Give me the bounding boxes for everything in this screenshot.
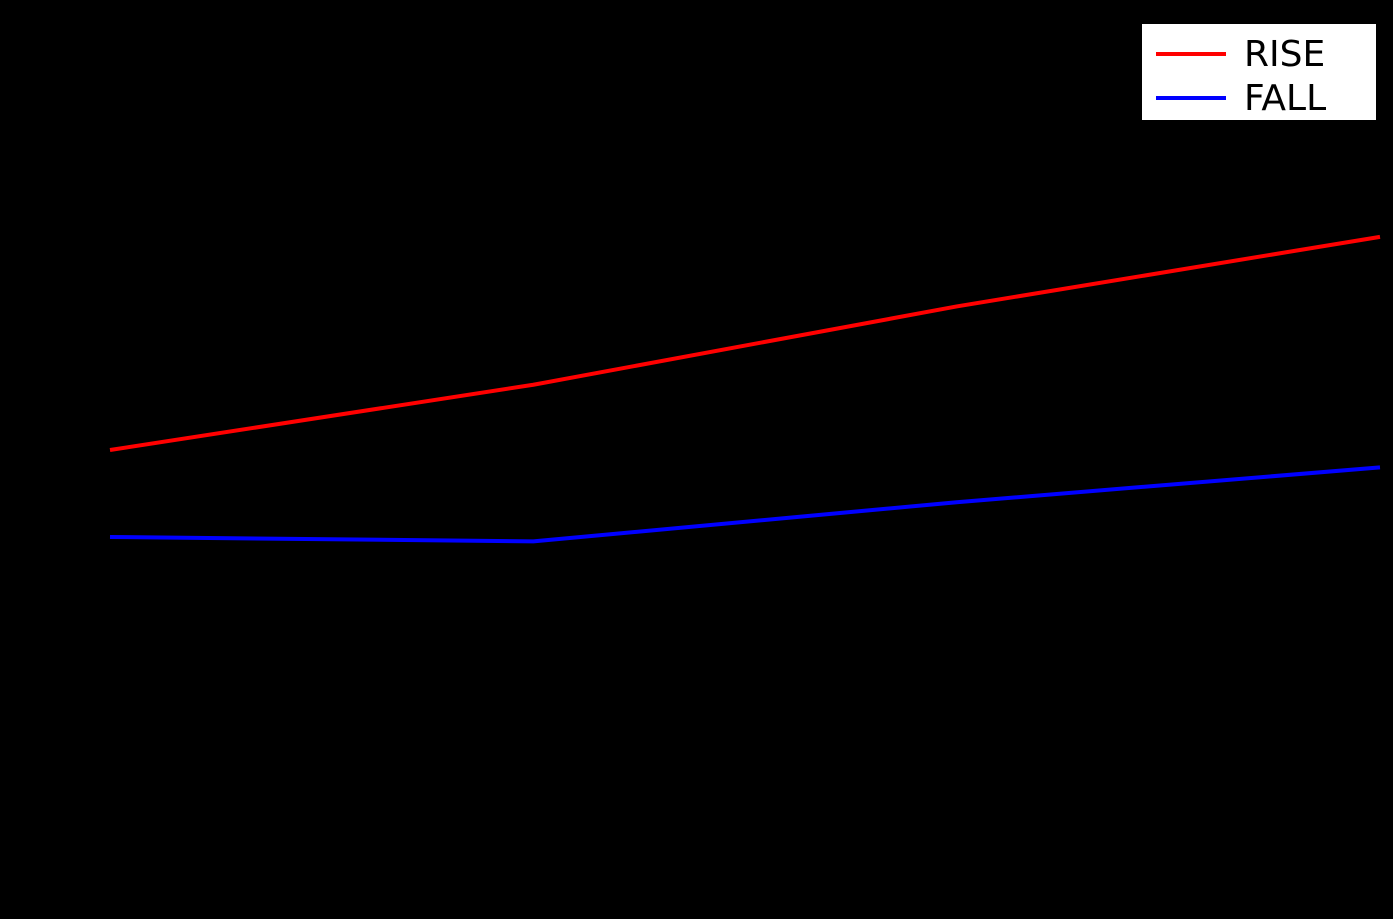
legend-label-rise: RISE — [1244, 34, 1325, 75]
legend-item-rise: RISE — [1156, 32, 1362, 76]
legend-swatch-fall — [1156, 96, 1226, 100]
legend-swatch-rise — [1156, 52, 1226, 56]
legend-item-fall: FALL — [1156, 76, 1362, 120]
legend: RISE FALL — [1140, 22, 1378, 122]
legend-label-fall: FALL — [1244, 78, 1326, 119]
line-chart: RISE FALL — [0, 0, 1393, 919]
chart-canvas — [0, 0, 1393, 919]
